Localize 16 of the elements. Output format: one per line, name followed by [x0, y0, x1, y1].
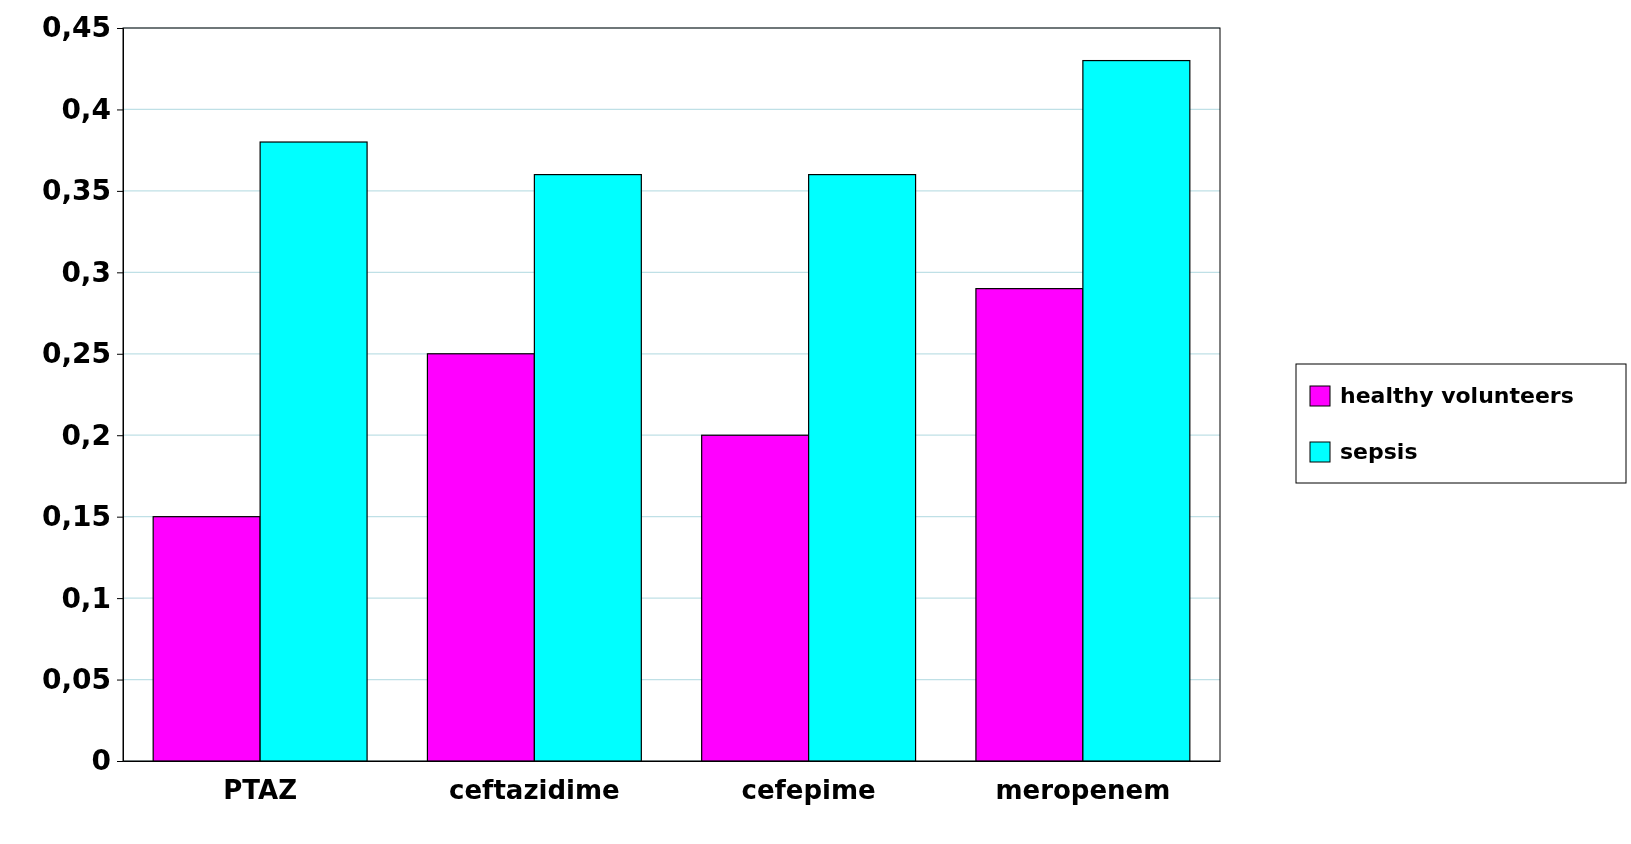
y-tick-label: 0,25 — [41, 337, 111, 371]
legend-label: sepsis — [1340, 439, 1418, 464]
y-tick-label: 0,45 — [41, 11, 111, 45]
y-tick-label: 0,1 — [61, 581, 111, 615]
x-tick-label: cefepime — [741, 775, 876, 806]
y-tick-label: 0,4 — [61, 92, 111, 126]
y-tick-label: 0,2 — [61, 418, 111, 452]
y-tick-label: 0,3 — [61, 255, 111, 289]
y-tick-label: 0,15 — [41, 500, 111, 534]
y-tick-label: 0,35 — [41, 174, 111, 208]
y-tick-label: 0,05 — [41, 663, 111, 697]
legend-label: healthy volunteers — [1340, 383, 1574, 408]
x-tick-label: meropenem — [995, 775, 1171, 806]
x-tick-label: ceftazidime — [449, 775, 620, 806]
x-tick-label: PTAZ — [223, 775, 297, 806]
y-tick-label: 0 — [91, 744, 111, 778]
